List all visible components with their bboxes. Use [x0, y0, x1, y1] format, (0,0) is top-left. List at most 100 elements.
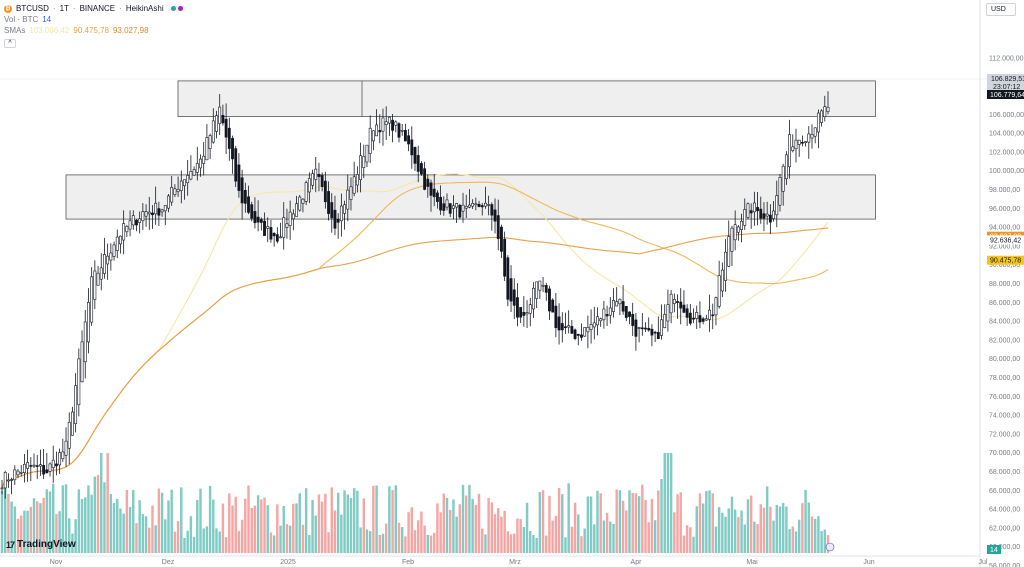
candle-body — [484, 202, 487, 207]
volume-bar — [327, 532, 330, 553]
candle-body — [349, 186, 353, 200]
candle-body — [227, 127, 231, 149]
volume-bar — [772, 520, 775, 553]
candle-body — [346, 189, 350, 210]
currency-selector[interactable]: USD — [986, 3, 1016, 16]
price-tick-label: 92.000,00 — [989, 243, 1020, 250]
volume-bar — [173, 531, 177, 553]
candle-body — [301, 198, 305, 204]
volume-bar — [625, 510, 628, 553]
volume-bar — [612, 524, 615, 553]
price-tick-label: 78.000,00 — [989, 375, 1020, 382]
candle-body — [650, 328, 654, 336]
volume-bar — [263, 497, 266, 553]
candle-body — [179, 180, 183, 191]
volume-bar — [669, 453, 673, 553]
candle-body — [259, 219, 263, 223]
candle-body — [548, 288, 551, 312]
sma-line-200 — [1, 227, 829, 489]
candle-body — [160, 209, 164, 213]
candle-body — [541, 284, 545, 287]
interval-label[interactable]: 1T — [59, 4, 69, 13]
candle-body — [618, 298, 622, 305]
price-tick-label: 58.000,00 — [989, 563, 1020, 567]
sma-value-1: 103.006,42 — [29, 26, 70, 35]
volume-bar — [356, 490, 359, 553]
candle-body — [80, 341, 84, 383]
candle-body — [692, 317, 695, 320]
volume-bar — [436, 503, 439, 553]
price-tick-label: 102.000,00 — [989, 149, 1024, 156]
volume-bar — [682, 535, 686, 553]
candle-body — [567, 325, 571, 328]
candle-body — [167, 195, 170, 209]
volume-bar — [788, 529, 791, 553]
separator-dot: · — [119, 4, 122, 13]
volume-bar — [458, 504, 462, 553]
candle-body — [38, 464, 42, 467]
volume-bar — [653, 520, 657, 553]
volume-bar — [637, 496, 641, 553]
volume-bar — [583, 528, 586, 553]
time-tick-label: Mai — [746, 559, 758, 566]
candle-body — [736, 226, 740, 233]
tradingview-logo[interactable]: 17 TradingView — [6, 539, 76, 550]
volume-bar — [730, 496, 734, 553]
volume-bar — [717, 507, 721, 553]
candle-body — [765, 213, 769, 217]
volume-bar — [509, 534, 513, 553]
volume-bar — [186, 530, 189, 553]
volume-bar — [13, 506, 17, 553]
candle-body — [234, 148, 238, 182]
volume-bar — [106, 453, 109, 553]
candle-body — [800, 141, 804, 144]
price-tick-label: 98.000,00 — [989, 187, 1020, 194]
candle-body — [720, 269, 724, 292]
price-tick-label: 66.000,00 — [989, 488, 1020, 495]
price-tick-label: 88.000,00 — [989, 281, 1020, 288]
candle-body — [560, 323, 564, 331]
price-tick-label: 76.000,00 — [989, 394, 1020, 401]
candle-body — [823, 106, 827, 118]
volume-bar — [276, 504, 279, 553]
symbol-name[interactable]: BTCUSD — [16, 4, 49, 13]
volume-row[interactable]: Vol · BTC 14 — [4, 14, 186, 25]
volume-bar — [170, 489, 173, 553]
volume-bar — [218, 531, 221, 553]
collapse-legend-button[interactable]: ^ — [4, 39, 16, 48]
candle-body — [365, 144, 369, 163]
volume-bar — [461, 484, 465, 553]
volume-bar — [737, 516, 740, 553]
candle-body — [320, 175, 324, 187]
volume-bar — [695, 506, 698, 553]
time-tick-label: Jun — [863, 559, 874, 566]
candle-body — [570, 326, 574, 334]
volume-bar — [778, 506, 782, 553]
symbol-row[interactable]: ₿ BTCUSD · 1T · BINANCE · HeikinAshi — [4, 3, 186, 14]
candle-body — [426, 178, 430, 187]
volume-bar — [468, 485, 471, 553]
candle-body — [10, 479, 14, 481]
market-status-icon[interactable] — [167, 6, 186, 11]
sma-row[interactable]: SMAs 103.006,42 90.475,78 93.027,98 — [4, 25, 186, 36]
volume-bar — [192, 536, 196, 553]
candle-body — [304, 182, 308, 202]
sma-label: SMAs — [4, 26, 26, 35]
volume-bar — [711, 493, 714, 553]
volume-bar — [336, 492, 340, 553]
candle-body — [397, 123, 401, 138]
candle-body — [695, 312, 699, 319]
candle-body — [688, 312, 692, 324]
price-tick-label: 68.000,00 — [989, 469, 1020, 476]
volume-bar — [698, 493, 702, 553]
candle-body — [775, 195, 779, 216]
candle-body — [538, 280, 542, 291]
volume-bar — [439, 512, 442, 553]
volume-bar — [285, 524, 289, 553]
candle-body — [762, 213, 766, 219]
volume-bar — [112, 503, 116, 553]
volume-bar — [244, 498, 247, 553]
candle-body — [493, 209, 497, 222]
volume-bar — [400, 527, 404, 553]
